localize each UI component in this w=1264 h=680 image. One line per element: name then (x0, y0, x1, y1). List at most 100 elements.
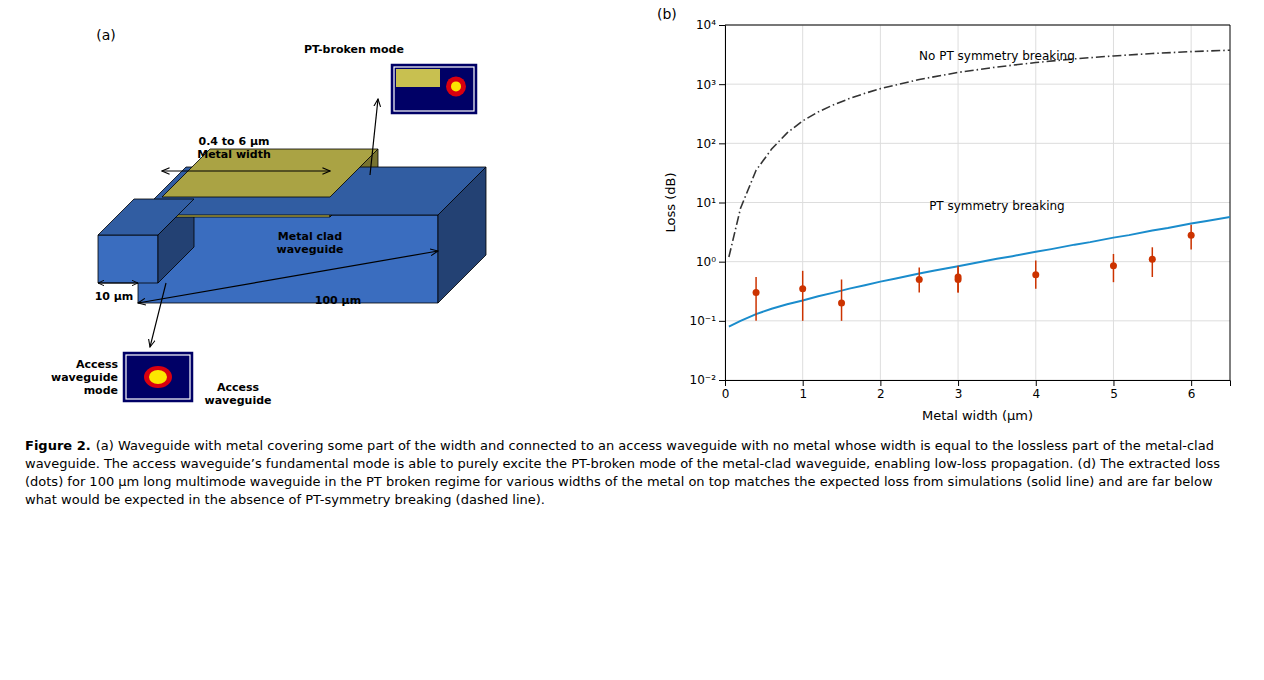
y-tick: 10⁴ (696, 18, 725, 32)
access-mode-image (122, 351, 194, 403)
label: Accesswaveguide (204, 381, 271, 407)
y-tick-label: 10⁻¹ (690, 314, 717, 328)
y-tick-label: 10³ (696, 78, 716, 92)
label-line: Metal width (197, 148, 271, 161)
dimension-100um (138, 251, 438, 303)
label: PT-broken mode (304, 43, 404, 56)
y-axis-title: Loss (dB) (663, 173, 678, 233)
grid-line-y (725, 143, 1230, 144)
x-tick: 1 (799, 380, 807, 401)
panel-b: 0 1 2 3 4 5 6 10⁻² 10⁻¹ 10⁰ 10¹ 10² 10³ 10⁴ No PT symm… (657, 6, 1231, 423)
label: Accesswaveguidemode (51, 358, 118, 397)
access-mode-image-core (149, 370, 167, 384)
label-line: waveguide (51, 371, 118, 384)
caption-text: (a) Waveguide with metal covering some p… (25, 438, 1220, 507)
error-bar (802, 271, 804, 321)
x-tick-label: 1 (799, 387, 807, 401)
label-line: 0.4 to 6 μm (198, 135, 269, 148)
error-bar (755, 277, 757, 321)
label: 100 μm (315, 294, 361, 307)
y-tick-mark (719, 380, 725, 381)
y-tick-label: 10¹ (696, 196, 716, 210)
caption-line: waveguide. The access waveguide’s fundam… (25, 456, 1220, 471)
label-line: waveguide (276, 243, 343, 256)
access-mode-image-outline (126, 355, 190, 399)
y-tick-label: 10⁰ (696, 255, 716, 269)
pt-mode-metal (396, 69, 440, 87)
line-series (729, 217, 1230, 327)
x-tick-mark (880, 380, 881, 386)
y-tick: 10³ (696, 78, 725, 92)
panel-label: (b) (657, 6, 677, 22)
x-tick-mark (803, 380, 804, 386)
y-tick-mark (719, 321, 725, 322)
curve-label: No PT symmetry breaking (919, 49, 1075, 63)
point (1032, 271, 1039, 278)
x-tick: 6 (1188, 380, 1196, 401)
data (729, 50, 1230, 326)
x-tick-label: 6 (1188, 387, 1196, 401)
x-tick-label: 4 (1032, 387, 1040, 401)
arrow-pt-mode (370, 99, 378, 175)
pt-mode-image-bg (390, 63, 478, 115)
y-tick-label: 10⁴ (696, 18, 716, 32)
arrow-access-mode (150, 283, 166, 347)
panel-a: 0.4 to 6 μmMetal width 10 μm 100 μm Metal c… (51, 27, 486, 407)
x-tick-mark (958, 380, 959, 386)
metal-top (162, 149, 378, 197)
pt-mode-image-outline (394, 67, 474, 111)
y-tick: 10⁻² (690, 373, 725, 387)
y-tick-mark (719, 84, 725, 85)
label: 0.4 to 6 μmMetal width (197, 135, 271, 161)
y-tick: 10⁻¹ (690, 314, 725, 328)
scatter-series (753, 225, 1195, 321)
point (753, 289, 760, 296)
x-axis-line (726, 381, 1231, 387)
x-tick-label: 3 (955, 387, 963, 401)
caption-lead: Figure 2. (25, 438, 91, 453)
y-tick: 10² (696, 137, 725, 151)
y-tick-label: 10² (696, 137, 716, 151)
caption-line: (a) Waveguide with metal covering some p… (96, 438, 1214, 453)
caption: Figure 2. (a) Waveguide with metal coveri… (25, 438, 1220, 507)
label: Metal cladwaveguide (276, 230, 343, 256)
pt-mode-image-core (451, 81, 461, 91)
caption-line: (dots) for 100 μm long multimode wavegui… (25, 474, 1213, 489)
label-line: mode (84, 384, 118, 397)
x-tick: 3 (955, 380, 963, 401)
x-tick-mark (1036, 380, 1037, 386)
access-mode-image-bg (122, 351, 194, 403)
point (1188, 232, 1195, 239)
curve-label: PT symmetry breaking (929, 199, 1065, 213)
point (799, 285, 806, 292)
y-axis-line (719, 26, 726, 381)
label: 10 μm (95, 290, 134, 303)
y-tick-mark (719, 203, 725, 204)
point (838, 300, 845, 307)
y-tick-mark (719, 143, 725, 144)
y-tick: 10¹ (696, 196, 725, 210)
y-tick-mark (719, 262, 725, 263)
x-tick: 5 (1110, 380, 1118, 401)
grid-line-y (725, 84, 1230, 85)
point (916, 276, 923, 283)
label-line: waveguide (204, 394, 271, 407)
label-line: Access (76, 358, 119, 371)
pt-mode-image-hot (446, 76, 466, 96)
x-tick-label: 0 (722, 387, 730, 401)
x-tick: 4 (1032, 380, 1040, 401)
x-tick-label: 5 (1110, 387, 1118, 401)
label-line: 10 μm (95, 290, 134, 303)
y-tick: 10⁰ (696, 255, 725, 269)
dimension-metal-width (162, 170, 330, 171)
dimension-10um (98, 283, 138, 284)
point (955, 276, 962, 283)
label-line: (a) (96, 27, 116, 43)
plot-frame (725, 25, 1230, 380)
x-tick-label: 2 (877, 387, 885, 401)
label-line: Access (217, 381, 260, 394)
label-line: PT-broken mode (304, 43, 404, 56)
label-line: Metal clad (278, 230, 342, 243)
access-mode-image-hot (144, 366, 172, 388)
caption-line: what would be expected in the absence of… (25, 492, 545, 507)
